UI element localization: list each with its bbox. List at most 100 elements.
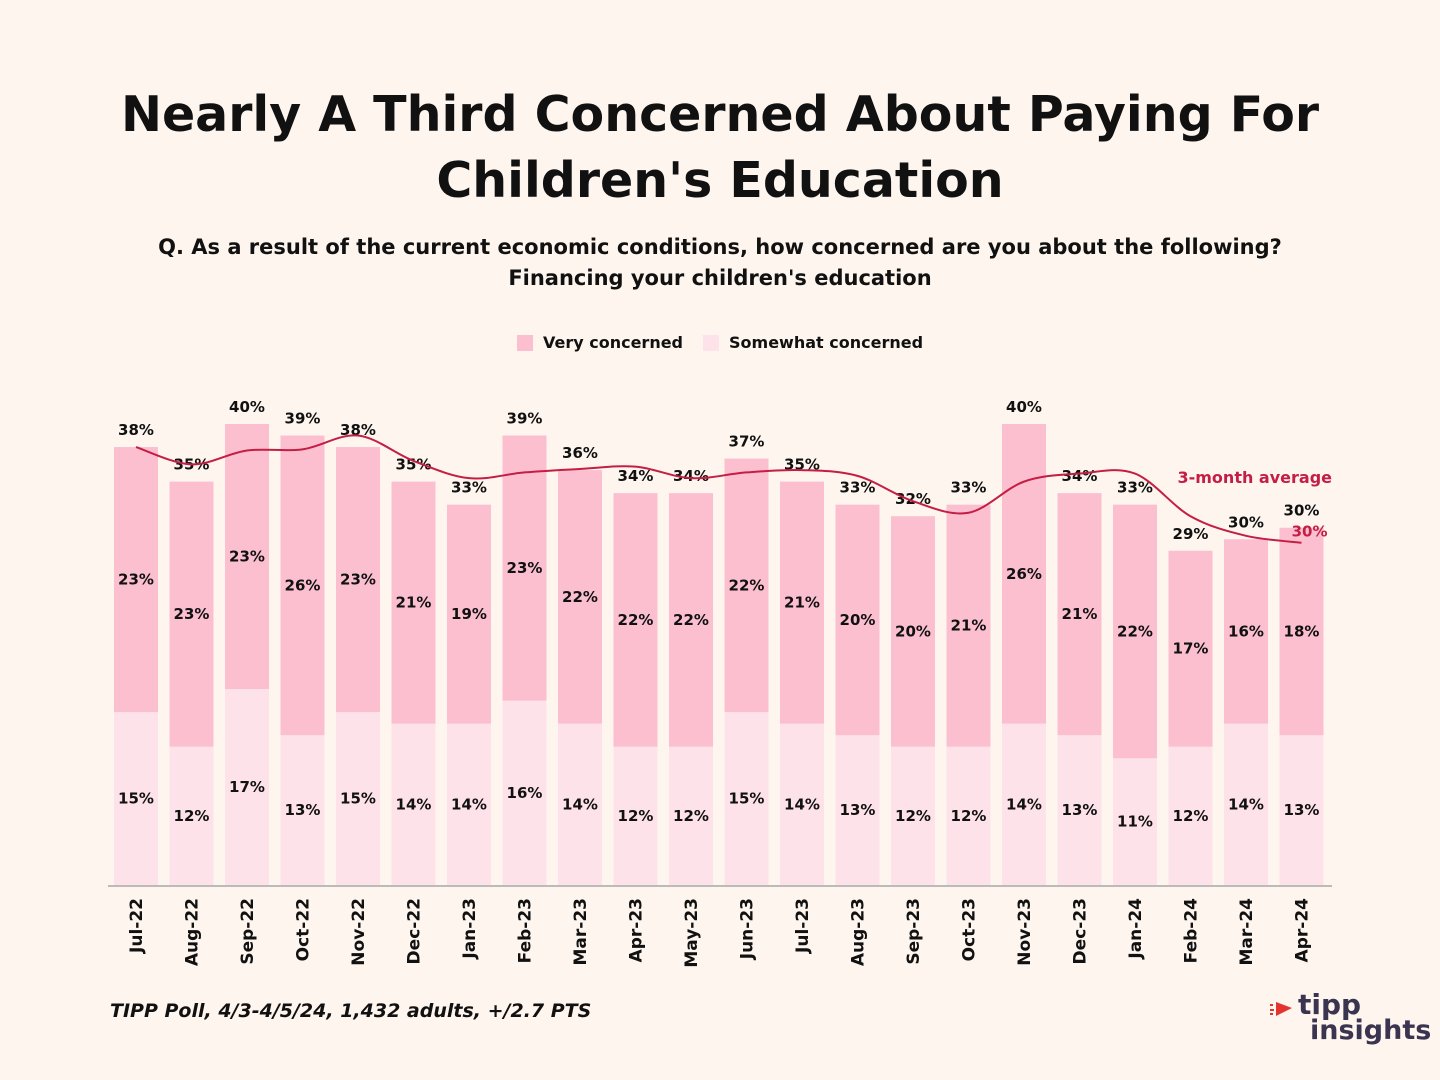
bar-very-Aug-22 <box>169 481 214 747</box>
label-somewhat-Aug-22: 12% <box>174 807 210 825</box>
label-total-Oct-22: 39% <box>285 410 321 428</box>
bar-somewhat-Apr-23 <box>613 746 658 885</box>
stacked-bar-chart: 15% 23% 38% Jul-22 12% 23% 35% Aug-22 17% 23% 40% S… <box>108 398 1332 968</box>
label-very-Oct-23: 21% <box>951 617 987 635</box>
bar-somewhat-Mar-23 <box>558 723 602 885</box>
bar-somewhat-Mar-24 <box>1224 723 1268 885</box>
logo-mark-icon <box>1270 1002 1292 1016</box>
label-very-Apr-24: 18% <box>1284 622 1320 640</box>
bar-somewhat-Sep-23 <box>891 746 935 885</box>
x-tick-Apr-23: Apr-23 <box>627 898 647 962</box>
x-tick-Jan-24: Jan-24 <box>1126 898 1146 960</box>
label-total-Apr-23: 34% <box>618 467 654 485</box>
bar-somewhat-Jul-22 <box>114 712 158 885</box>
label-very-Dec-22: 21% <box>396 594 432 612</box>
bar-somewhat-Feb-23 <box>502 700 547 885</box>
label-very-Jul-23: 21% <box>784 594 820 612</box>
label-somewhat-Jul-23: 14% <box>784 795 820 813</box>
label-total-Feb-24: 29% <box>1173 525 1209 543</box>
label-very-May-23: 22% <box>673 611 709 629</box>
bar-very-Nov-23 <box>1002 424 1046 724</box>
line-series-label: 3-month average <box>1177 468 1332 487</box>
label-somewhat-Feb-23: 16% <box>507 784 543 802</box>
bar-very-Dec-22 <box>391 481 436 724</box>
legend-item-very: Very concerned <box>516 333 684 352</box>
x-tick-Aug-23: Aug-23 <box>849 898 869 966</box>
label-somewhat-Jul-22: 15% <box>118 790 154 808</box>
x-tick-Jul-22: Jul-22 <box>127 898 147 954</box>
bar-somewhat-Jul-23 <box>780 723 824 885</box>
chart-title: Nearly A Third Concerned About Paying Fo… <box>0 82 1440 214</box>
bar-somewhat-Nov-22 <box>336 712 380 885</box>
label-very-Feb-24: 17% <box>1173 640 1209 658</box>
title-line-1: Nearly A Third Concerned About Paying Fo… <box>120 86 1320 143</box>
x-tick-Dec-23: Dec-23 <box>1071 898 1091 964</box>
label-somewhat-Jan-23: 14% <box>451 795 487 813</box>
legend-label-somewhat: Somewhat concerned <box>729 333 924 352</box>
bar-very-Oct-22 <box>280 435 325 736</box>
label-somewhat-Jan-24: 11% <box>1117 813 1153 831</box>
x-tick-Nov-23: Nov-23 <box>1015 898 1035 966</box>
label-total-Jul-22: 38% <box>118 421 154 439</box>
bar-very-Jul-22 <box>114 447 158 713</box>
bar-very-Jan-24 <box>1113 504 1157 759</box>
label-somewhat-Dec-22: 14% <box>396 795 432 813</box>
label-somewhat-Oct-23: 12% <box>951 807 987 825</box>
x-tick-Feb-24: Feb-24 <box>1182 898 1202 964</box>
bar-very-Jun-23 <box>724 458 769 713</box>
source-footnote: TIPP Poll, 4/3-4/5/24, 1,432 adults, +/2… <box>110 1000 592 1022</box>
label-total-Aug-23: 33% <box>840 479 876 497</box>
x-tick-Oct-22: Oct-22 <box>294 898 314 961</box>
label-very-Sep-23: 20% <box>895 622 931 640</box>
bar-very-Feb-23 <box>502 435 547 701</box>
bar-somewhat-Oct-22 <box>280 735 325 885</box>
bar-somewhat-Dec-23 <box>1057 735 1102 885</box>
bar-very-May-23 <box>669 493 713 747</box>
label-very-Jan-24: 22% <box>1117 622 1153 640</box>
bar-very-Mar-23 <box>558 470 602 724</box>
legend: Very concerned Somewhat concerned <box>0 333 1440 352</box>
label-total-Nov-23: 40% <box>1006 398 1042 416</box>
question-text: Q. As a result of the current economic c… <box>0 232 1440 294</box>
x-tick-Aug-22: Aug-22 <box>183 898 203 966</box>
x-tick-May-23: May-23 <box>682 898 702 968</box>
x-tick-Sep-22: Sep-22 <box>238 898 258 965</box>
label-total-Mar-24: 30% <box>1228 513 1264 531</box>
bar-somewhat-Oct-23 <box>946 746 991 885</box>
label-very-Feb-23: 23% <box>507 559 543 577</box>
x-tick-Apr-24: Apr-24 <box>1293 898 1313 963</box>
x-tick-Mar-24: Mar-24 <box>1237 898 1257 966</box>
label-somewhat-Feb-24: 12% <box>1173 807 1209 825</box>
bar-somewhat-Dec-22 <box>391 723 436 885</box>
logo-text-tipp: tipp <box>1298 988 1362 1021</box>
label-total-Dec-23: 34% <box>1062 467 1098 485</box>
label-total-Jan-24: 33% <box>1117 479 1153 497</box>
bar-very-Feb-24 <box>1168 550 1213 747</box>
label-total-Mar-23: 36% <box>562 444 598 462</box>
label-somewhat-Aug-23: 13% <box>840 801 876 819</box>
logo-text-insights: insights <box>1310 1015 1432 1046</box>
bar-somewhat-Feb-24 <box>1168 746 1213 885</box>
bar-very-Mar-24 <box>1224 539 1268 724</box>
bar-somewhat-Nov-23 <box>1002 723 1046 885</box>
label-very-Aug-22: 23% <box>174 605 210 623</box>
label-total-Jun-23: 37% <box>729 433 765 451</box>
label-somewhat-Apr-23: 12% <box>618 807 654 825</box>
bar-very-Jan-23 <box>447 504 491 724</box>
line-end-value-label: 30% <box>1292 523 1328 541</box>
label-total-Feb-23: 39% <box>507 410 543 428</box>
bar-somewhat-Sep-22 <box>225 689 269 885</box>
label-somewhat-May-23: 12% <box>673 807 709 825</box>
label-total-Jan-23: 33% <box>451 479 487 497</box>
label-somewhat-Mar-23: 14% <box>562 795 598 813</box>
label-somewhat-Sep-22: 17% <box>229 778 265 796</box>
legend-label-very: Very concerned <box>542 333 684 352</box>
label-somewhat-Nov-22: 15% <box>340 790 376 808</box>
question-line-2: Financing your children's education <box>508 266 932 290</box>
bar-somewhat-Aug-23 <box>835 735 880 885</box>
label-total-Sep-22: 40% <box>229 398 265 416</box>
bar-very-Sep-22 <box>225 424 269 690</box>
label-very-Jun-23: 22% <box>729 576 765 594</box>
label-very-Aug-23: 20% <box>840 611 876 629</box>
label-very-Jan-23: 19% <box>451 605 487 623</box>
